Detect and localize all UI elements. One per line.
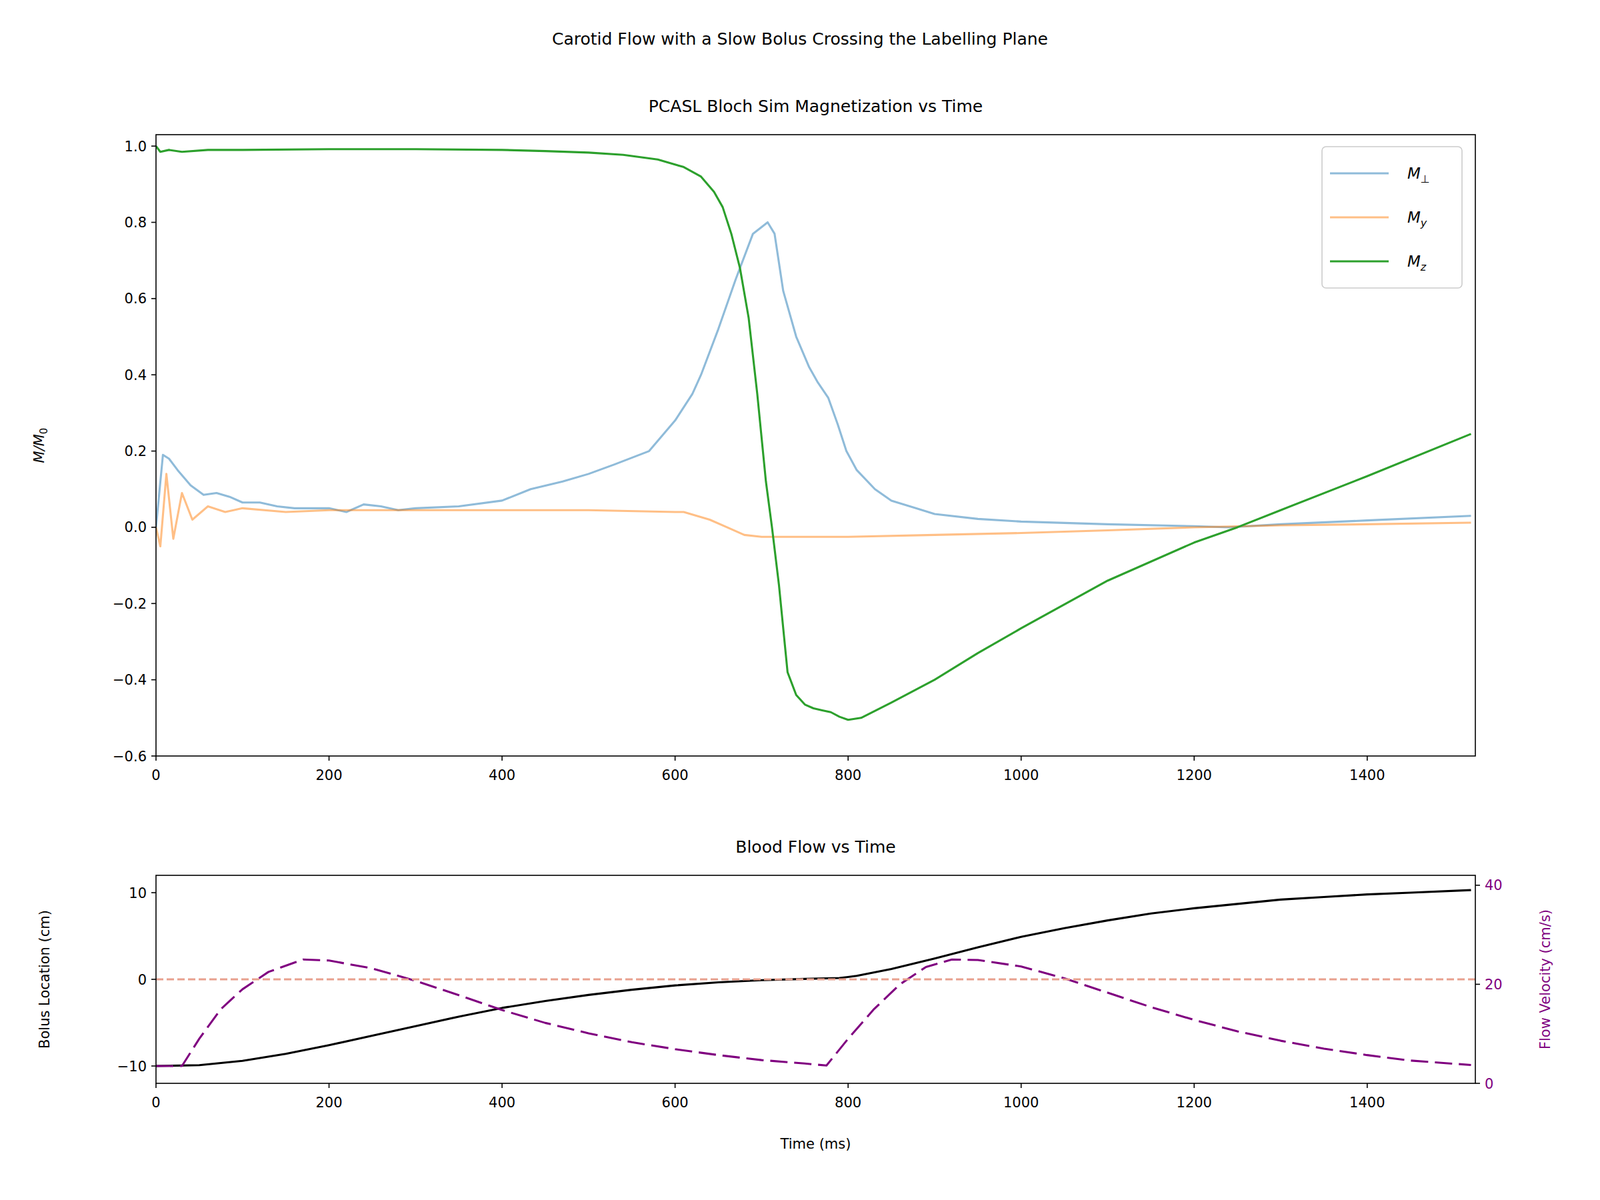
chart: Blood Flow vs Time0200400600800100012001… [36,837,1554,1152]
legend-label: Mz [1407,252,1427,274]
y-tick [151,1065,156,1067]
x-tick [847,756,849,761]
y-tick [151,374,156,376]
series-line [156,474,1472,547]
y-tick-label: −0.2 [112,596,147,612]
y-axis-label: M/M0 [31,428,50,464]
y-tick-label: 10 [128,885,147,902]
y-tick [151,978,156,980]
figure: Carotid Flow with a Slow Bolus Crossing … [0,0,1600,1200]
x-tick [674,1083,676,1088]
chart-title: Blood Flow vs Time [735,837,896,857]
x-tick [1366,756,1368,761]
y2-tick [1475,884,1480,886]
legend-label: M⊥ [1407,164,1430,186]
x-tick [328,1083,330,1088]
x-tick-label: 1200 [1176,1094,1212,1111]
x-tick [328,756,330,761]
x-tick [1193,1083,1195,1088]
x-tick-label: 400 [488,767,516,784]
y-tick-label: −0.6 [112,748,147,765]
legend: M⊥MyMz [1322,146,1462,288]
y2-tick-label: 0 [1484,1076,1494,1092]
x-tick [155,1083,157,1088]
x-tick [155,756,157,761]
legend-label-sub: ⊥ [1420,172,1430,186]
y-tick [151,222,156,224]
series-line [156,890,1472,1066]
y-tick [151,526,156,528]
y2-tick [1475,1082,1480,1084]
y2-tick [1475,984,1480,986]
x-tick-label: 800 [834,1094,862,1111]
series-line [156,222,1472,528]
x-tick [1020,756,1022,761]
x-tick [1366,1083,1368,1088]
x-tick-label: 200 [315,1094,342,1111]
y-tick-label: 0.8 [124,214,147,231]
label-subscript: 0 [38,428,50,435]
x-tick-label: 1400 [1349,767,1385,784]
y-tick [151,679,156,681]
x-tick [1193,756,1195,761]
legend-label-main: M [1407,252,1421,270]
y-tick-label: 0.6 [124,290,147,307]
x-tick-label: 400 [488,1094,516,1111]
x-tick-label: 1000 [1003,1094,1039,1111]
label-part: M/M [31,434,48,463]
legend-swatch [1330,260,1389,262]
y-tick-label: 0.4 [124,367,147,384]
y-tick-label: −10 [117,1058,147,1075]
y2-tick-label: 40 [1484,877,1503,894]
axes-frame [156,875,1476,1084]
y-tick-label: 0.2 [124,443,147,460]
y2-axis-label: Flow Velocity (cm/s) [1537,909,1554,1050]
x-tick-label: 0 [151,1094,160,1111]
y-tick-label: 0.0 [124,519,147,536]
y-tick-label: −0.4 [112,672,147,688]
legend-label-main: M [1407,208,1421,226]
y-tick-label: 1.0 [124,138,147,155]
series-line [156,978,1476,980]
legend-box [1322,146,1462,288]
y-tick [151,298,156,300]
chart-title: PCASL Bloch Sim Magnetization vs Time [648,96,983,116]
x-tick [501,756,503,761]
legend-swatch [1330,172,1389,174]
y-tick-label: 0 [138,972,147,988]
y2-tick-label: 20 [1484,976,1503,993]
x-tick-label: 600 [662,1094,689,1111]
x-tick [847,1083,849,1088]
x-tick-label: 600 [662,767,689,784]
chart: PCASL Bloch Sim Magnetization vs Time 0 20… [31,96,1476,784]
y-tick [151,450,156,452]
figure-title: Carotid Flow with a Slow Bolus Crossing … [552,29,1048,49]
x-tick-label: 1000 [1003,767,1039,784]
series-line [156,959,1472,1066]
legend-label: My [1407,208,1428,230]
y-axis-label: Bolus Location (cm) [36,910,53,1049]
x-tick-label: 0 [151,767,160,784]
series-group [156,146,1472,720]
series-line [156,146,1472,720]
x-axis-label: Time (ms) [780,1136,852,1152]
x-tick [501,1083,503,1088]
y-tick [151,892,156,894]
x-tick [674,756,676,761]
series-group [156,890,1476,1066]
x-tick [1020,1083,1022,1088]
legend-label-main: M [1407,164,1421,182]
x-tick-label: 200 [315,767,342,784]
legend-label-sub: y [1420,216,1428,230]
y-tick [151,755,156,757]
legend-label-sub: z [1420,260,1427,274]
x-tick-label: 1200 [1176,767,1212,784]
legend-swatch [1330,216,1389,218]
x-tick-label: 1400 [1349,1094,1385,1111]
axes-frame [156,134,1476,756]
x-tick-label: 800 [834,767,862,784]
y-tick [151,145,156,147]
y-tick [151,602,156,604]
